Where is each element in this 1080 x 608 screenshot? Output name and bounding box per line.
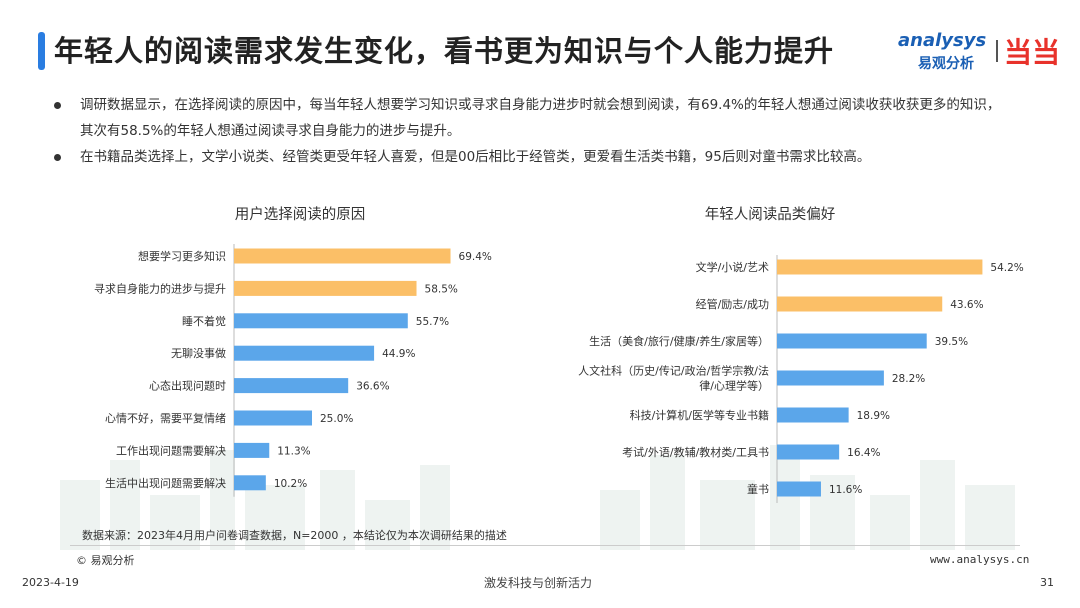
category-label: 文学/小说/艺术 — [696, 260, 769, 274]
data-label: 43.6% — [950, 299, 983, 311]
data-label: 69.4% — [459, 251, 492, 263]
category-label: 生活中出现问题需要解决 — [105, 476, 226, 490]
data-label: 25.0% — [320, 413, 353, 425]
category-label: 心情不好，需要平复情绪 — [105, 411, 226, 425]
data-label: 11.3% — [277, 445, 310, 457]
bar — [777, 259, 983, 275]
category-label: 想要学习更多知识 — [138, 249, 226, 263]
category-label: 无聊没事做 — [171, 346, 226, 360]
bar — [234, 410, 312, 426]
data-label: 58.5% — [425, 283, 458, 295]
category-label: 睡不着觉 — [182, 314, 226, 328]
category-label: 科技/计算机/医学等专业书籍 — [630, 408, 769, 422]
category-label: 生活（美食/旅行/健康/养生/家居等） — [589, 334, 769, 348]
data-label: 16.4% — [847, 447, 880, 459]
chart-title-reasons: 用户选择阅读的原因 — [234, 207, 366, 223]
chart-title-categories: 年轻人阅读品类偏好 — [704, 207, 836, 223]
category-label: 律/心理学等） — [699, 379, 769, 393]
logo-divider — [996, 40, 998, 62]
data-label: 18.9% — [857, 410, 890, 422]
bullet-dot — [54, 102, 61, 109]
copyright-text: © 易观分析 — [76, 554, 135, 567]
data-label: 44.9% — [382, 348, 415, 360]
bullet-item: 在书籍品类选择上，文学小说类、经管类更受年轻人喜爱，但是00后相比于经管类，更爱… — [52, 144, 1012, 170]
title-accent-bar — [38, 32, 45, 70]
bar — [777, 481, 821, 497]
data-label: 55.7% — [416, 316, 449, 328]
footer-slogan: 激发科技与创新活力 — [484, 576, 593, 590]
bar — [777, 407, 849, 423]
dangdang-logo-text: 当当 — [1004, 36, 1060, 69]
bar — [234, 248, 451, 264]
footer-divider — [70, 545, 1020, 546]
data-label: 28.2% — [892, 373, 925, 385]
bar — [777, 333, 927, 349]
category-label: 考试/外语/教辅/教材类/工具书 — [622, 445, 769, 459]
analysys-logo-cn: 易观分析 — [918, 56, 974, 72]
bar — [234, 280, 417, 296]
data-label: 11.6% — [829, 484, 862, 496]
analysys-logo: analysys 易观分析 — [898, 30, 990, 76]
bullet-list: 调研数据显示，在选择阅读的原因中，每当年轻人想要学习知识或寻求自身能力进步时就会… — [52, 92, 1012, 170]
page-title: 年轻人的阅读需求发生变化，看书更为知识与个人能力提升 — [54, 34, 835, 68]
bullet-text: 调研数据显示，在选择阅读的原因中，每当年轻人想要学习知识或寻求自身能力进步时就会… — [80, 97, 1001, 139]
bullet-text: 在书籍品类选择上，文学小说类、经管类更受年轻人喜爱，但是00后相比于经管类，更爱… — [80, 149, 871, 165]
bullet-item: 调研数据显示，在选择阅读的原因中，每当年轻人想要学习知识或寻求自身能力进步时就会… — [52, 92, 1012, 144]
bar — [777, 444, 840, 460]
category-label: 经管/励志/成功 — [696, 297, 769, 311]
bar — [234, 442, 270, 458]
data-source-note: 数据来源：2023年4月用户问卷调查数据，N=2000 ，本结论仅为本次调研结果… — [82, 529, 507, 542]
category-label: 寻求自身能力的进步与提升 — [94, 281, 226, 295]
reasons-bar-chart: 69.4% 想要学习更多知识 58.5% 寻求自身能力的进步与提升 55.7% 睡不着觉 4… — [94, 244, 492, 497]
bar — [234, 313, 408, 329]
bar — [777, 296, 943, 312]
page-number: 31 — [1040, 576, 1054, 589]
category-label: 童书 — [747, 482, 769, 496]
bar — [777, 370, 884, 386]
bar — [234, 345, 375, 361]
bar — [234, 475, 266, 491]
bar — [234, 378, 349, 394]
data-label: 36.6% — [356, 381, 389, 393]
website-text: www.analysys.cn — [930, 553, 1030, 566]
analysys-logo-text: analysys — [898, 30, 987, 51]
categories-bar-chart: 54.2% 文学/小说/艺术 43.6% 经管/励志/成功 39.5% 生活（美食/旅行/… — [578, 255, 1024, 503]
data-label: 39.5% — [935, 336, 968, 348]
data-label: 54.2% — [990, 262, 1023, 274]
category-label: 工作出现问题需要解决 — [116, 443, 226, 457]
dangdang-logo: 当当 — [1004, 36, 1060, 69]
footer-date: 2023-4-19 — [22, 576, 79, 589]
city-skyline-background — [60, 445, 1015, 550]
category-label: 心态出现问题时 — [149, 379, 226, 393]
data-label: 10.2% — [274, 478, 307, 490]
category-label: 人文社科（历史/传记/政治/哲学宗教/法 — [578, 364, 769, 378]
bullet-dot — [54, 154, 61, 161]
